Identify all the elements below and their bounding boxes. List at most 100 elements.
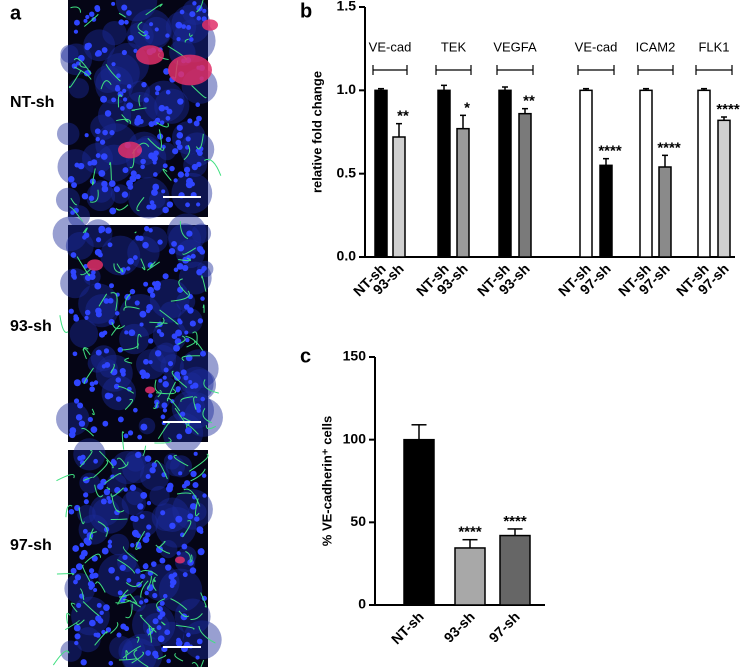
nucleus xyxy=(104,392,112,400)
nucleus xyxy=(140,374,146,380)
fiber xyxy=(137,333,142,349)
fiber xyxy=(66,612,71,624)
nucleus xyxy=(100,153,108,160)
nucleus xyxy=(114,509,120,516)
bar xyxy=(599,164,613,258)
nucleus xyxy=(147,338,154,344)
tissue xyxy=(60,640,82,662)
fiber xyxy=(131,651,145,664)
nucleus xyxy=(161,189,166,194)
fiber xyxy=(175,624,195,630)
nucleus xyxy=(196,16,202,21)
nucleus xyxy=(159,332,165,338)
nucleus xyxy=(185,337,190,343)
fiber xyxy=(89,528,94,541)
fiber xyxy=(91,408,95,416)
fiber xyxy=(146,575,152,590)
nucleus xyxy=(107,499,113,504)
nucleus xyxy=(73,379,81,387)
nucleus xyxy=(149,467,156,474)
tissue xyxy=(95,65,134,105)
nucleus xyxy=(199,548,204,553)
nucleus xyxy=(105,627,112,633)
nucleus xyxy=(175,139,182,146)
vessel xyxy=(87,259,103,271)
nucleus xyxy=(122,97,128,102)
tissue xyxy=(127,236,160,269)
fiber xyxy=(83,476,93,482)
nucleus xyxy=(94,51,101,57)
group-bracket xyxy=(435,65,472,75)
significance: **** xyxy=(657,139,681,156)
tissue xyxy=(77,504,96,524)
nucleus xyxy=(195,655,200,660)
fiber xyxy=(116,118,131,125)
nucleus xyxy=(143,30,149,36)
nucleus xyxy=(83,499,89,505)
nucleus xyxy=(198,146,204,152)
nucleus xyxy=(145,474,151,479)
group-bracket xyxy=(695,65,733,75)
fiber xyxy=(69,206,83,222)
tissue xyxy=(126,487,145,506)
nucleus xyxy=(134,119,141,126)
nucleus xyxy=(84,315,89,320)
nucleus xyxy=(156,606,163,613)
fiber xyxy=(124,398,134,411)
tissue xyxy=(177,392,215,429)
x-tick-label: NT-sh xyxy=(388,608,427,647)
nucleus xyxy=(72,545,80,552)
tissue xyxy=(55,187,81,212)
nucleus xyxy=(70,252,77,258)
nucleus xyxy=(165,136,172,143)
nucleus xyxy=(90,426,98,433)
fiber xyxy=(109,161,112,181)
nucleus xyxy=(70,567,77,574)
nucleus xyxy=(121,191,129,198)
fiber xyxy=(121,431,125,450)
nucleus xyxy=(140,423,148,431)
nucleus xyxy=(83,264,89,269)
tissue xyxy=(73,438,106,471)
fiber xyxy=(56,573,75,576)
tissue xyxy=(171,4,211,44)
significance: **** xyxy=(598,143,622,160)
nucleus xyxy=(154,350,162,357)
tissue xyxy=(155,497,190,532)
nucleus xyxy=(77,455,83,461)
fiber xyxy=(157,654,167,660)
nucleus xyxy=(97,483,104,490)
nucleus xyxy=(192,1,197,6)
tissue xyxy=(92,498,120,526)
x-tick-label: 97-sh xyxy=(486,608,523,645)
nucleus xyxy=(135,235,141,241)
tissue xyxy=(107,533,130,556)
group-bracket xyxy=(577,65,615,75)
nucleus xyxy=(109,283,114,289)
tissue xyxy=(69,319,99,349)
fiber xyxy=(147,137,165,151)
nucleus xyxy=(74,162,80,168)
fiber xyxy=(138,31,147,37)
fiber xyxy=(125,650,129,660)
nucleus xyxy=(172,148,179,155)
nucleus xyxy=(194,516,200,522)
nucleus xyxy=(185,255,192,261)
fiber xyxy=(140,570,158,577)
nucleus xyxy=(97,617,104,624)
fiber xyxy=(184,38,189,43)
nucleus xyxy=(177,244,185,252)
fiber xyxy=(76,256,90,277)
nucleus xyxy=(168,247,176,255)
fiber xyxy=(157,129,162,150)
fiber xyxy=(79,588,85,601)
nucleus xyxy=(192,481,199,489)
nucleus xyxy=(122,88,127,93)
nucleus xyxy=(160,510,166,516)
fiber xyxy=(135,530,146,550)
fiber xyxy=(134,231,137,234)
vessel xyxy=(202,19,218,31)
nucleus xyxy=(107,543,112,549)
nucleus xyxy=(109,130,115,136)
group-bracket xyxy=(372,65,408,75)
